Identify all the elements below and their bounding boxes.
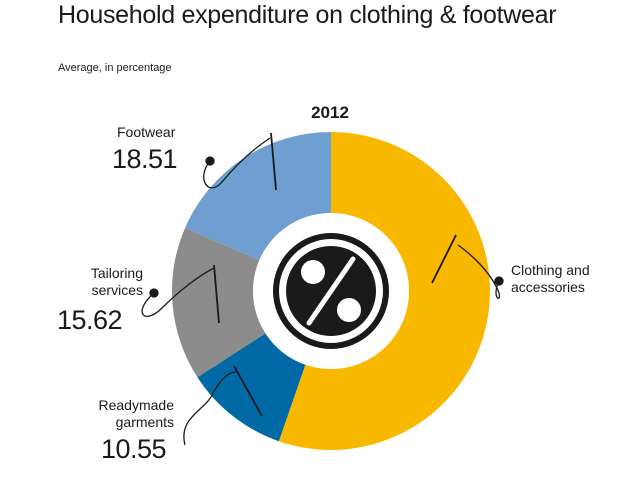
needle-thread-clothing [431, 234, 504, 299]
needle-thread-footwear [203, 132, 277, 191]
slice-footwear [185, 132, 331, 261]
category-label-clothing: Clothing and accessories [511, 262, 590, 295]
value-label-readymade: 10.55 [101, 434, 167, 464]
chart-subtitle: Average, in percentage [58, 62, 172, 74]
percent-badge-icon [253, 213, 409, 369]
needle-thread-tailoring [141, 264, 220, 324]
slice-tailoring [172, 227, 266, 378]
value-label-tailoring: 15.62 [57, 305, 123, 335]
slice-clothing [278, 132, 490, 450]
category-label-footwear: Footwear [117, 124, 176, 140]
chart-title: Household expenditure on clothing & foot… [58, 1, 557, 29]
slice-readymade [197, 333, 306, 442]
category-label-tailoring: Tailoring services [90, 265, 143, 298]
category-label-readymade: Readymade garments [98, 397, 175, 430]
needle-thread-readymade [183, 365, 263, 446]
chart-year: 2012 [311, 103, 349, 122]
value-label-footwear: 18.51 [112, 144, 178, 174]
